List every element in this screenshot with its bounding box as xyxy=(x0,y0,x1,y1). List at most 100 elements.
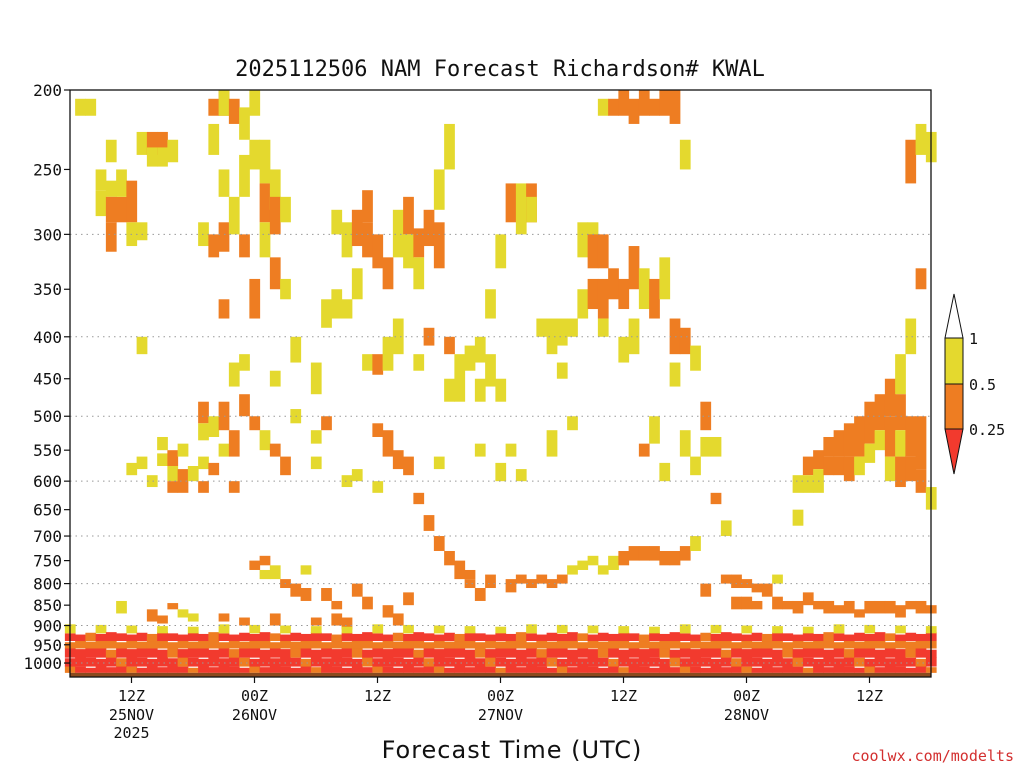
ri-cell xyxy=(280,278,291,300)
ri-low-cell xyxy=(146,665,158,673)
ri-low-cell xyxy=(85,667,97,673)
ri-cell xyxy=(105,196,117,223)
ri-low-cell xyxy=(464,649,476,658)
ri-low-cell xyxy=(761,665,773,673)
y-tick-label: 650 xyxy=(33,501,62,520)
ri-low-cell xyxy=(116,658,127,667)
ri-low-cell xyxy=(761,639,773,649)
ri-low-cell xyxy=(105,649,117,658)
ri-cell xyxy=(382,605,394,618)
ri-low-cell xyxy=(854,667,865,673)
ri-low-cell xyxy=(280,640,291,649)
ri-cell xyxy=(146,131,158,155)
ri-cell xyxy=(649,416,660,444)
ri-cell xyxy=(249,278,261,319)
ri-low-cell xyxy=(75,634,86,642)
ri-cell xyxy=(895,394,906,431)
ri-cell xyxy=(659,90,671,116)
y-tick-label: 350 xyxy=(33,280,62,299)
ri-cell xyxy=(372,234,384,269)
ri-low-cell xyxy=(372,642,384,649)
ri-cell xyxy=(392,613,404,626)
ri-cell xyxy=(515,183,527,235)
ri-low-cell xyxy=(710,624,722,634)
ri-cell xyxy=(597,278,609,319)
ri-low-cell xyxy=(761,633,773,642)
ri-cell xyxy=(915,268,927,290)
ri-cell xyxy=(310,430,322,444)
ri-cell xyxy=(157,453,168,467)
ri-low-cell xyxy=(392,667,404,673)
ri-cell xyxy=(577,289,589,319)
ri-low-cell xyxy=(536,666,548,673)
ri-low-cell xyxy=(587,640,599,649)
ri-low-cell xyxy=(249,665,261,673)
ri-cell xyxy=(751,583,763,593)
ri-low-cell xyxy=(628,665,640,673)
ri-low-cell xyxy=(751,657,763,667)
ri-cell xyxy=(485,354,496,387)
ri-cell xyxy=(567,565,578,575)
ri-low-cell xyxy=(75,649,86,658)
ri-low-cell xyxy=(218,642,230,649)
ri-cell xyxy=(485,289,496,319)
ri-low-cell xyxy=(505,648,517,658)
ri-low-cell xyxy=(567,641,578,649)
ri-low-cell xyxy=(331,666,343,673)
ri-cell xyxy=(444,378,455,402)
ri-low-cell xyxy=(392,641,404,649)
ri-cell xyxy=(618,278,630,310)
y-tick-label: 700 xyxy=(33,527,62,546)
ri-cell xyxy=(546,318,558,355)
ri-low-cell xyxy=(700,647,712,658)
ri-low-cell xyxy=(423,642,435,649)
ri-cell xyxy=(813,600,824,610)
y-tick-label: 1000 xyxy=(23,654,62,673)
ri-low-cell xyxy=(495,667,507,673)
ri-cell xyxy=(444,123,455,170)
ri-low-cell xyxy=(372,665,384,673)
ri-low-cell xyxy=(782,642,794,649)
ri-cell xyxy=(710,492,722,505)
ri-low-cell xyxy=(505,639,517,649)
ri-low-cell xyxy=(792,656,804,667)
ri-cell xyxy=(772,574,783,584)
ri-low-cell xyxy=(228,634,240,642)
ri-low-cell xyxy=(403,665,414,673)
ri-low-cell xyxy=(95,624,107,634)
ri-cell xyxy=(239,617,250,626)
ri-cell xyxy=(577,560,589,570)
ri-cell xyxy=(423,209,435,247)
ri-cell xyxy=(884,416,896,457)
ri-low-cell xyxy=(249,624,261,634)
ri-low-cell xyxy=(413,667,425,673)
ri-low-cell xyxy=(915,658,927,667)
ri-cell xyxy=(198,401,209,424)
ri-cell xyxy=(228,481,240,493)
ri-low-cell xyxy=(300,665,312,673)
ri-cell xyxy=(249,560,261,570)
ri-low-cell xyxy=(567,632,578,642)
ri-low-cell xyxy=(618,657,630,667)
ri-cell xyxy=(915,123,927,155)
ri-cell xyxy=(843,423,855,457)
ri-low-cell xyxy=(403,624,414,634)
ri-cell xyxy=(700,401,712,431)
ri-low-cell xyxy=(618,667,630,673)
ri-low-cell xyxy=(433,666,445,673)
ri-cell xyxy=(321,588,332,601)
ri-cell xyxy=(905,318,917,355)
ri-low-cell xyxy=(382,666,394,673)
x-tick-date: 28NOV xyxy=(724,706,769,724)
ri-cell xyxy=(167,603,179,610)
ri-low-cell xyxy=(618,626,630,634)
ri-low-cell xyxy=(587,634,599,642)
ri-cell xyxy=(136,456,148,470)
ri-low-cell xyxy=(444,647,455,658)
ri-cell xyxy=(700,583,712,597)
ri-low-cell xyxy=(239,657,250,667)
ri-cell xyxy=(239,154,250,197)
ri-low-cell xyxy=(526,658,537,667)
ri-cell xyxy=(515,574,527,584)
ri-low-cell xyxy=(280,666,291,673)
